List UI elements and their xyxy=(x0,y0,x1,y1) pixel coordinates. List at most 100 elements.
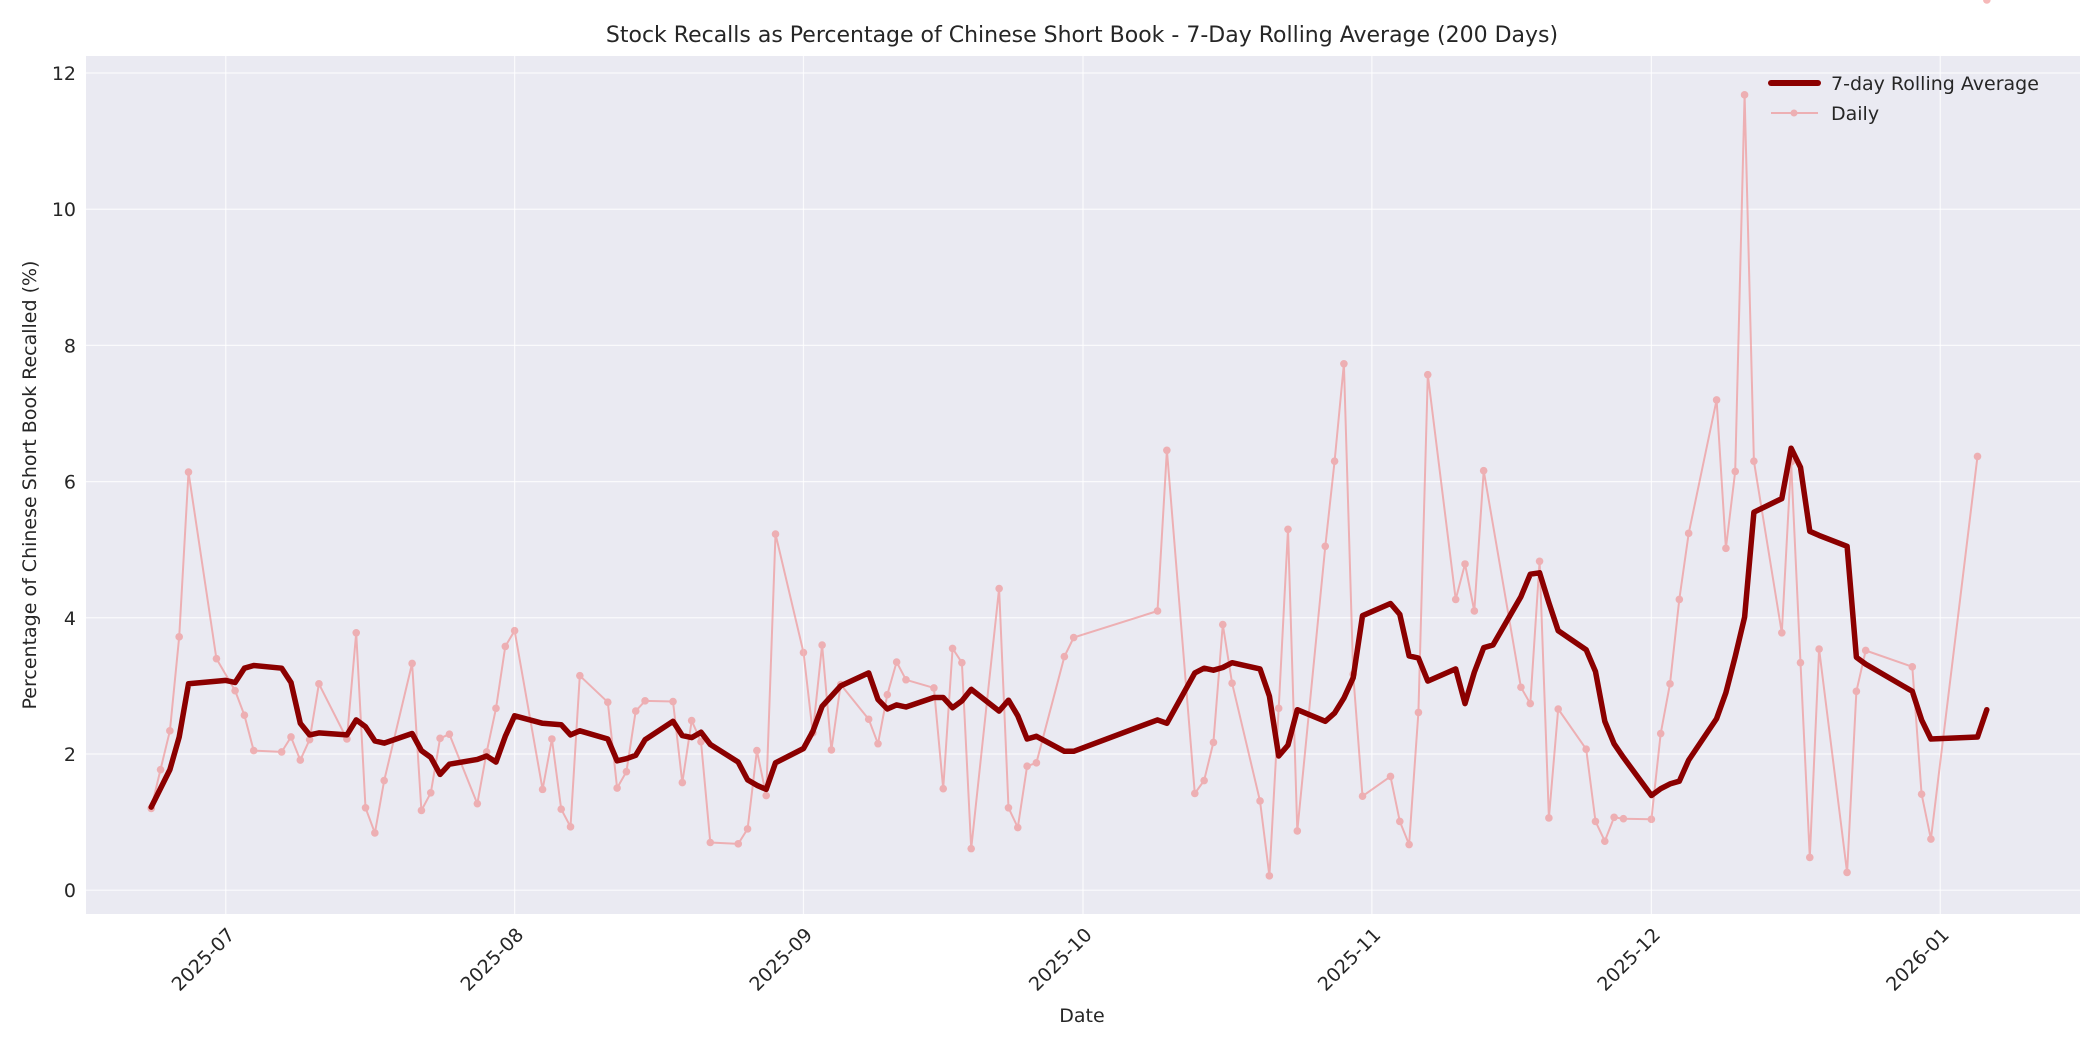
daily-data-point xyxy=(548,735,556,743)
daily-data-point xyxy=(1218,620,1227,629)
daily-data-point xyxy=(818,641,826,649)
daily-data-point xyxy=(1591,817,1600,826)
daily-data-point xyxy=(967,844,975,853)
daily-data-point xyxy=(1386,772,1395,781)
daily-data-point xyxy=(892,658,901,666)
daily-data-point xyxy=(697,737,705,746)
daily-data-point xyxy=(1778,628,1786,637)
daily-data-point xyxy=(1582,745,1590,754)
daily-data-point xyxy=(1069,633,1078,642)
daily-data-point xyxy=(492,704,500,713)
daily-data-point xyxy=(771,530,780,538)
daily-data-point xyxy=(1163,446,1171,455)
daily-data-point xyxy=(1554,705,1563,713)
daily-data-point xyxy=(622,767,631,776)
daily-data-point xyxy=(930,684,938,692)
daily-data-point xyxy=(1619,814,1628,823)
daily-data-point xyxy=(827,746,836,754)
y-tick-label: 6 xyxy=(64,472,76,494)
grid-lines xyxy=(86,56,2080,914)
daily-data-point xyxy=(1321,542,1330,551)
daily-data-point xyxy=(175,633,183,641)
daily-data-point xyxy=(1423,370,1432,379)
daily-data-point xyxy=(240,711,249,719)
daily-data-point xyxy=(1684,529,1693,538)
x-tick-label: 2025-12 xyxy=(1593,924,1665,996)
daily-data-point xyxy=(287,733,295,741)
y-tick-label: 4 xyxy=(64,608,76,630)
x-tick-label: 2026-01 xyxy=(1882,924,1954,996)
daily-data-point xyxy=(706,838,715,847)
daily-data-point xyxy=(1983,0,1991,4)
rolling-average-series xyxy=(148,445,1990,810)
daily-data-point xyxy=(1908,663,1917,671)
daily-data-point xyxy=(1228,679,1236,687)
daily-data-point xyxy=(669,697,677,706)
daily-data-point xyxy=(603,698,612,707)
daily-data-point xyxy=(1396,817,1404,826)
y-tick-label: 2 xyxy=(64,744,76,766)
daily-data-point xyxy=(426,788,435,797)
daily-data-point xyxy=(1414,708,1423,717)
daily-data-point xyxy=(1060,652,1069,661)
daily-data-point xyxy=(1461,560,1469,568)
daily-data-point xyxy=(445,730,454,739)
daily-data-point xyxy=(510,626,519,635)
daily-data-point xyxy=(1656,729,1665,738)
y-tick-label: 0 xyxy=(64,880,76,902)
daily-data-point xyxy=(874,739,882,748)
daily-data-point xyxy=(166,727,174,735)
daily-data-point xyxy=(1451,595,1460,604)
daily-data-point xyxy=(734,840,743,848)
daily-data-point xyxy=(1740,91,1749,99)
y-tick-label: 8 xyxy=(64,335,76,357)
daily-data-point xyxy=(1330,457,1339,465)
daily-data-point xyxy=(1405,840,1413,849)
daily-data-point xyxy=(1032,759,1041,767)
daily-data-point xyxy=(277,748,286,756)
daily-data-point xyxy=(315,680,323,688)
daily-data-point xyxy=(1805,853,1814,862)
daily-data-point xyxy=(1265,872,1274,880)
x-axis-label: Date xyxy=(1059,1005,1104,1027)
x-tick-label: 2025-10 xyxy=(1025,924,1097,996)
y-tick-label: 12 xyxy=(52,63,76,85)
legend: 7-day Rolling Average Daily xyxy=(1768,73,2039,125)
legend-rolling-label: 7-day Rolling Average xyxy=(1831,73,2039,95)
daily-data-point xyxy=(1340,359,1348,368)
daily-data-point xyxy=(249,746,258,755)
daily-data-point xyxy=(1535,557,1544,566)
daily-data-point xyxy=(883,690,892,699)
daily-data-point xyxy=(305,735,314,744)
x-tick-label: 2025-09 xyxy=(745,924,817,996)
daily-series xyxy=(147,0,1991,880)
daily-data-point xyxy=(799,648,808,657)
x-axis-ticks: 2025-07 2025-08 2025-09 2025-10 2025-11 2025-… xyxy=(168,924,1954,996)
daily-data-point xyxy=(1973,452,1982,461)
daily-data-point xyxy=(631,707,640,715)
daily-data-point xyxy=(501,642,510,651)
daily-data-point xyxy=(1647,815,1656,824)
daily-data-point xyxy=(296,756,305,764)
x-tick-label: 2025-08 xyxy=(456,924,528,996)
daily-data-point xyxy=(417,806,426,815)
daily-data-point xyxy=(1153,607,1162,615)
daily-data-point xyxy=(1526,699,1535,708)
daily-data-point xyxy=(436,734,444,743)
daily-data-point xyxy=(576,671,584,680)
daily-data-point xyxy=(473,799,482,808)
daily-data-point xyxy=(1209,738,1218,747)
daily-data-point xyxy=(1843,868,1851,877)
daily-data-point xyxy=(1731,467,1740,476)
daily-data-point xyxy=(212,654,221,663)
daily-data-point xyxy=(1927,835,1935,843)
daily-data-point xyxy=(156,765,165,774)
legend-daily-swatch-icon xyxy=(1771,109,1818,117)
daily-data-point xyxy=(1796,658,1805,667)
daily-data-point xyxy=(995,584,1003,593)
daily-data-point xyxy=(1479,466,1488,475)
daily-data-point xyxy=(1852,687,1861,696)
y-tick-label: 10 xyxy=(52,199,76,221)
chart-title: Stock Recalls as Percentage of Chinese S… xyxy=(606,23,1558,48)
daily-data-point xyxy=(557,805,566,813)
